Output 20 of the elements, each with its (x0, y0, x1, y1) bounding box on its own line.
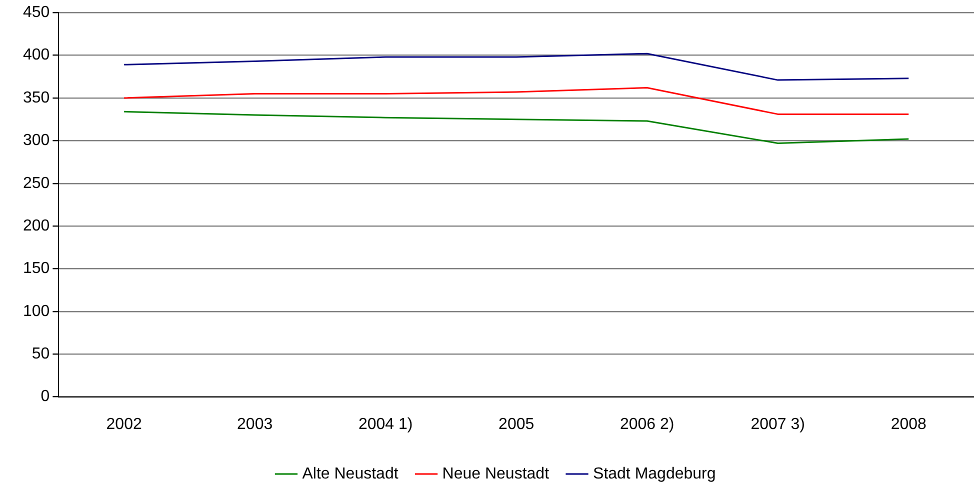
legend-label: Alte Neustadt (302, 465, 399, 482)
y-tick-label: 0 (40, 388, 50, 406)
x-tick-label: 2002 (106, 416, 142, 433)
x-tick-label: 2006 2) (620, 416, 674, 433)
y-tick-label: 200 (22, 217, 50, 234)
legend-label: Neue Neustadt (442, 465, 550, 482)
y-tick-label: 300 (22, 132, 50, 150)
y-tick-label: 450 (22, 4, 50, 22)
y-tick-label: 350 (22, 89, 50, 106)
y-tick-label: 150 (22, 260, 50, 278)
y-tick-label: 400 (22, 46, 50, 64)
x-tick-label: 2007 3) (750, 416, 805, 433)
y-tick-label: 100 (22, 302, 50, 320)
legend-label: Stadt Magdeburg (593, 465, 716, 482)
x-tick-label: 2004 1) (358, 416, 413, 433)
x-tick-label: 2003 (237, 416, 273, 433)
y-tick-label: 50 (32, 346, 50, 363)
y-tick-label: 250 (22, 174, 50, 192)
x-tick-label: 2008 (890, 416, 927, 433)
x-tick-label: 2005 (498, 416, 534, 433)
